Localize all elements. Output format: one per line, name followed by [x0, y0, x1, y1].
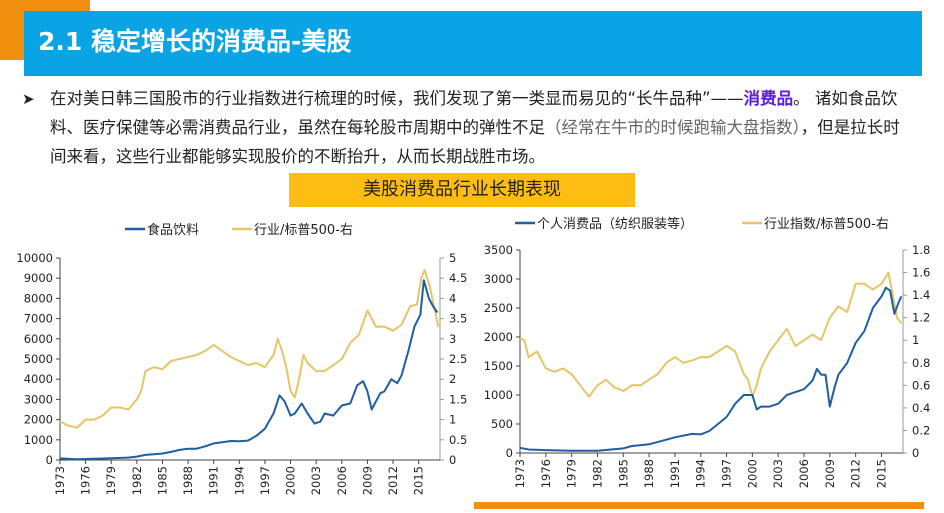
x-tick-label: 1994 [232, 466, 246, 495]
y-right-tick-label: 1.2 [912, 311, 930, 325]
y-right-tick-label: 0.8 [912, 356, 930, 370]
y-left-tick-label: 2000 [24, 413, 53, 427]
intro-paragraph: 在对美日韩三国股市的行业指数进行梳理的时候，我们发现了第一类显而易见的“长牛品种… [50, 84, 910, 171]
y-right-tick-label: 1.6 [912, 266, 930, 280]
y-right-tick-label: 3.5 [449, 312, 467, 326]
title-bar [24, 11, 922, 76]
x-tick-label: 2000 [284, 466, 298, 495]
y-right-tick-label: 1 [912, 333, 919, 347]
x-tick-label: 1997 [258, 466, 272, 495]
x-tick-label: 1985 [616, 459, 630, 488]
x-tick-label: 1979 [565, 459, 579, 488]
y-left-tick-label: 3000 [484, 272, 513, 286]
x-tick-label: 2012 [386, 466, 400, 495]
section-banner: 美股消费品行业长期表现 [289, 173, 635, 207]
x-tick-label: 2009 [823, 459, 837, 488]
y-left-tick-label: 0 [46, 453, 53, 467]
x-tick-label: 2012 [849, 459, 863, 488]
series-line-main [519, 286, 903, 452]
y-left-tick-label: 6000 [24, 332, 53, 346]
page-title: 2.1 稳定增长的消费品-美股 [38, 27, 352, 56]
y-right-tick-label: 3 [449, 332, 456, 346]
y-left-tick-label: 10000 [16, 251, 53, 265]
legend-label: 食品饮料 [147, 222, 199, 238]
x-tick-label: 2003 [771, 459, 785, 488]
x-tick-label: 1976 [79, 466, 93, 495]
y-left-tick-label: 3000 [24, 392, 53, 406]
x-tick-label: 2009 [360, 466, 374, 495]
y-left-tick-label: 2000 [484, 330, 513, 344]
chart-2: 0 500 1000 1500 2000 2500 3000 3500 0 0.2 0.4 0.6 0.… [484, 216, 931, 488]
legend-label: 行业指数/标普500-右 [764, 217, 889, 232]
y-right-tick-label: 5 [449, 251, 456, 265]
y-left-tick-label: 0 [506, 446, 513, 460]
y-right-tick-label: 0 [912, 446, 919, 460]
series-line-ratio [519, 271, 903, 398]
x-tick-label: 1991 [207, 466, 221, 495]
y-left-tick-label: 1000 [24, 433, 53, 447]
y-left-tick-label: 2500 [484, 301, 513, 315]
x-tick-label: 2015 [874, 459, 888, 488]
x-tick-label: 1991 [668, 459, 682, 488]
y-right-tick-label: 1 [449, 413, 456, 427]
x-tick-label: 2015 [412, 466, 426, 495]
chart-1: 0100020003000400050006000700080009000100… [16, 222, 467, 495]
x-tick-label: 1973 [513, 459, 527, 488]
y-left-tick-label: 3500 [484, 243, 513, 257]
y-right-tick-label: 0 [449, 453, 456, 467]
y-right-tick-label: 1.4 [912, 288, 930, 302]
paragraph-text-3: （经常在牛市的时候跑输大盘指数） [545, 118, 801, 137]
x-tick-label: 1982 [590, 459, 604, 488]
x-tick-label: 1997 [720, 459, 734, 488]
legend-label: 行业/标普500-右 [254, 223, 353, 238]
y-left-tick-label: 1000 [484, 388, 513, 402]
y-right-tick-label: 4.5 [449, 271, 467, 285]
x-tick-label: 1976 [539, 459, 553, 488]
paragraph-text-4: ，但是拉长时间来看，这些行业都能够实现股价的不断抬升，从而长期战胜市场。 [50, 118, 900, 166]
y-right-tick-label: 0.2 [912, 423, 930, 437]
footer-accent-bar [474, 502, 924, 509]
banner-label: 美股消费品行业长期表现 [363, 179, 561, 200]
y-left-tick-label: 500 [491, 417, 513, 431]
x-tick-label: 2000 [745, 459, 759, 488]
x-tick-label: 2003 [309, 466, 323, 495]
series-line-main [59, 279, 439, 461]
y-right-tick-label: 4 [449, 291, 456, 305]
paragraph-text-1: 在对美日韩三国股市的行业指数进行梳理的时候，我们发现了第一类显而易见的“长牛品种… [50, 89, 744, 108]
x-tick-label: 1979 [104, 466, 118, 495]
x-tick-label: 1988 [181, 466, 195, 495]
y-left-tick-label: 7000 [24, 312, 53, 326]
legend-label: 个人消费品（纺织服装等） [537, 216, 693, 232]
y-left-tick-label: 4000 [24, 372, 53, 386]
y-right-tick-label: 1.8 [912, 243, 930, 257]
y-right-tick-label: 2 [449, 372, 456, 386]
x-tick-label: 1994 [694, 459, 708, 488]
x-tick-label: 1988 [642, 459, 656, 488]
y-left-tick-label: 1500 [484, 359, 513, 373]
x-tick-label: 1982 [130, 466, 144, 495]
y-right-tick-label: 0.6 [912, 378, 930, 392]
y-right-tick-label: 0.5 [449, 433, 467, 447]
x-tick-label: 2006 [797, 459, 811, 488]
y-right-tick-label: 2.5 [449, 352, 467, 366]
y-left-tick-label: 8000 [24, 291, 53, 305]
y-right-tick-label: 0.4 [912, 401, 930, 415]
paragraph-highlight: 消费品 [743, 89, 794, 108]
y-right-tick-label: 1.5 [449, 392, 467, 406]
x-tick-label: 2006 [335, 466, 349, 495]
x-tick-label: 1973 [53, 466, 67, 495]
arrow-right-icon: ➤ [22, 90, 35, 108]
x-tick-label: 1985 [155, 466, 169, 495]
paragraph-text-2: 。 诸如食品饮料、医疗保健等必需消费品行业，虽然在每轮股市周期中的弹性不足 [50, 89, 898, 137]
y-left-tick-label: 5000 [24, 352, 53, 366]
y-left-tick-label: 9000 [24, 271, 53, 285]
series-line-ratio [59, 269, 440, 429]
